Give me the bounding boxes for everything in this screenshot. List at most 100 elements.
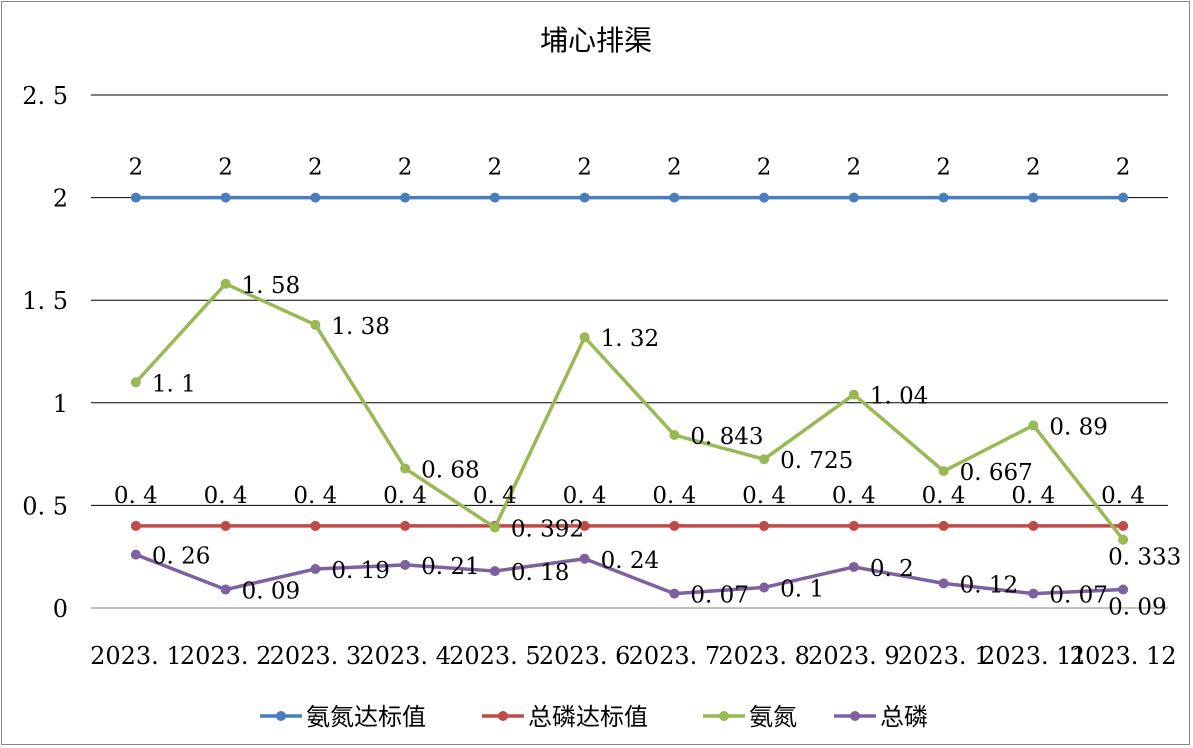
data-point (579, 520, 590, 531)
data-label: 0. 4 (473, 483, 517, 509)
data-point (759, 454, 770, 465)
data-point (310, 520, 321, 531)
data-label: 0. 4 (922, 483, 966, 509)
data-label: 0. 4 (1101, 483, 1145, 509)
data-point (400, 559, 411, 570)
series-line (134, 282, 1125, 541)
data-point (848, 520, 859, 531)
data-point (400, 463, 411, 474)
data-label: 0. 4 (383, 483, 427, 509)
data-point (310, 319, 321, 330)
data-point (938, 578, 949, 589)
data-point (1118, 534, 1129, 545)
data-point (130, 192, 141, 203)
data-point (130, 377, 141, 388)
legend-marker (719, 711, 729, 721)
data-label: 0. 843 (690, 424, 763, 450)
x-tick-label: 2023. 6 (539, 642, 631, 670)
series-lines (130, 192, 1129, 599)
data-label: 1. 58 (242, 273, 301, 299)
data-point (759, 192, 770, 203)
data-label: 0. 4 (742, 483, 786, 509)
data-label: 0. 4 (563, 483, 607, 509)
data-point (669, 192, 680, 203)
data-label: 0. 19 (331, 558, 390, 584)
data-point (579, 192, 590, 203)
data-label: 0. 26 (152, 544, 211, 570)
data-label: 2 (1116, 155, 1131, 181)
x-tick-label: 2023. 8 (718, 642, 810, 670)
data-point (579, 332, 590, 343)
data-point (669, 430, 680, 441)
data-point (1118, 584, 1129, 595)
data-label: 0. 4 (293, 483, 337, 509)
legend-label: 氨氮达标值 (306, 703, 426, 731)
series-line (135, 553, 1124, 596)
data-point (310, 564, 321, 575)
data-point (220, 584, 231, 595)
data-label: 0. 24 (601, 548, 660, 574)
data-label: 0. 1 (780, 576, 824, 602)
data-point (489, 566, 500, 577)
legend-marker (276, 711, 286, 721)
x-tick-label: 2023. 1 (90, 642, 182, 670)
data-label: 0. 07 (690, 583, 749, 609)
data-label: 2 (1026, 155, 1041, 181)
data-point (759, 520, 770, 531)
data-point (1118, 192, 1129, 203)
x-tick-label: 2023. 3 (270, 642, 362, 670)
data-label: 0. 392 (511, 517, 584, 543)
data-point (1118, 520, 1129, 531)
data-point (400, 520, 411, 531)
x-tick-label: 2023. 7 (629, 642, 721, 670)
y-tick-label: 2 (53, 185, 68, 213)
data-point (848, 389, 859, 400)
data-point (310, 192, 321, 203)
data-point (220, 520, 231, 531)
data-label: 0. 4 (114, 483, 158, 509)
data-label: 0. 4 (652, 483, 696, 509)
data-point (130, 549, 141, 560)
data-label: 2 (308, 155, 323, 181)
data-point (669, 520, 680, 531)
chart-title: 埔心排渠 (540, 24, 652, 57)
data-point (579, 553, 590, 564)
data-label: 2 (488, 155, 503, 181)
data-point (848, 561, 859, 572)
data-label: 0. 667 (960, 460, 1033, 486)
data-labels: 2 2 2 2 2 2 2 2 2 2 2 2 0. 4 0. 4 0. 4 0. 4 0. 4 0. 4 0. 4… (114, 155, 1181, 621)
data-label: 0. 12 (960, 572, 1019, 598)
data-label: 2 (577, 155, 592, 181)
data-point (1028, 588, 1039, 599)
data-label: 0. 725 (780, 448, 853, 474)
data-label: 1. 04 (870, 384, 929, 410)
data-label: 0. 333 (1108, 545, 1181, 571)
x-tick-label: 2023. 11 (980, 642, 1087, 670)
data-label: 0. 18 (511, 560, 570, 586)
data-point (400, 192, 411, 203)
data-point (1028, 420, 1039, 431)
data-label: 2 (667, 155, 682, 181)
data-point (669, 588, 680, 599)
data-label: 1. 1 (152, 371, 196, 397)
data-label: 2 (398, 155, 413, 181)
data-point (220, 192, 231, 203)
data-point (848, 192, 859, 203)
y-tick-label: 1. 5 (22, 287, 68, 315)
x-tick-label: 2023. 1 (898, 642, 990, 670)
y-tick-label: 2. 5 (22, 82, 68, 110)
data-point (1028, 192, 1039, 203)
x-tick-label: 2023. 2 (180, 642, 272, 670)
data-point (489, 522, 500, 533)
data-label: 0. 89 (1049, 414, 1108, 440)
x-tick-label: 2023. 4 (359, 642, 451, 670)
data-label: 2 (936, 155, 951, 181)
data-label: 0. 4 (204, 483, 248, 509)
x-tick-label: 2023. 5 (449, 642, 541, 670)
legend-label: 总磷达标值 (528, 703, 648, 731)
legend-label: 总磷 (880, 703, 928, 731)
y-axis-tick-labels: 0 0. 5 1 1. 5 2 2. 5 (22, 82, 68, 623)
